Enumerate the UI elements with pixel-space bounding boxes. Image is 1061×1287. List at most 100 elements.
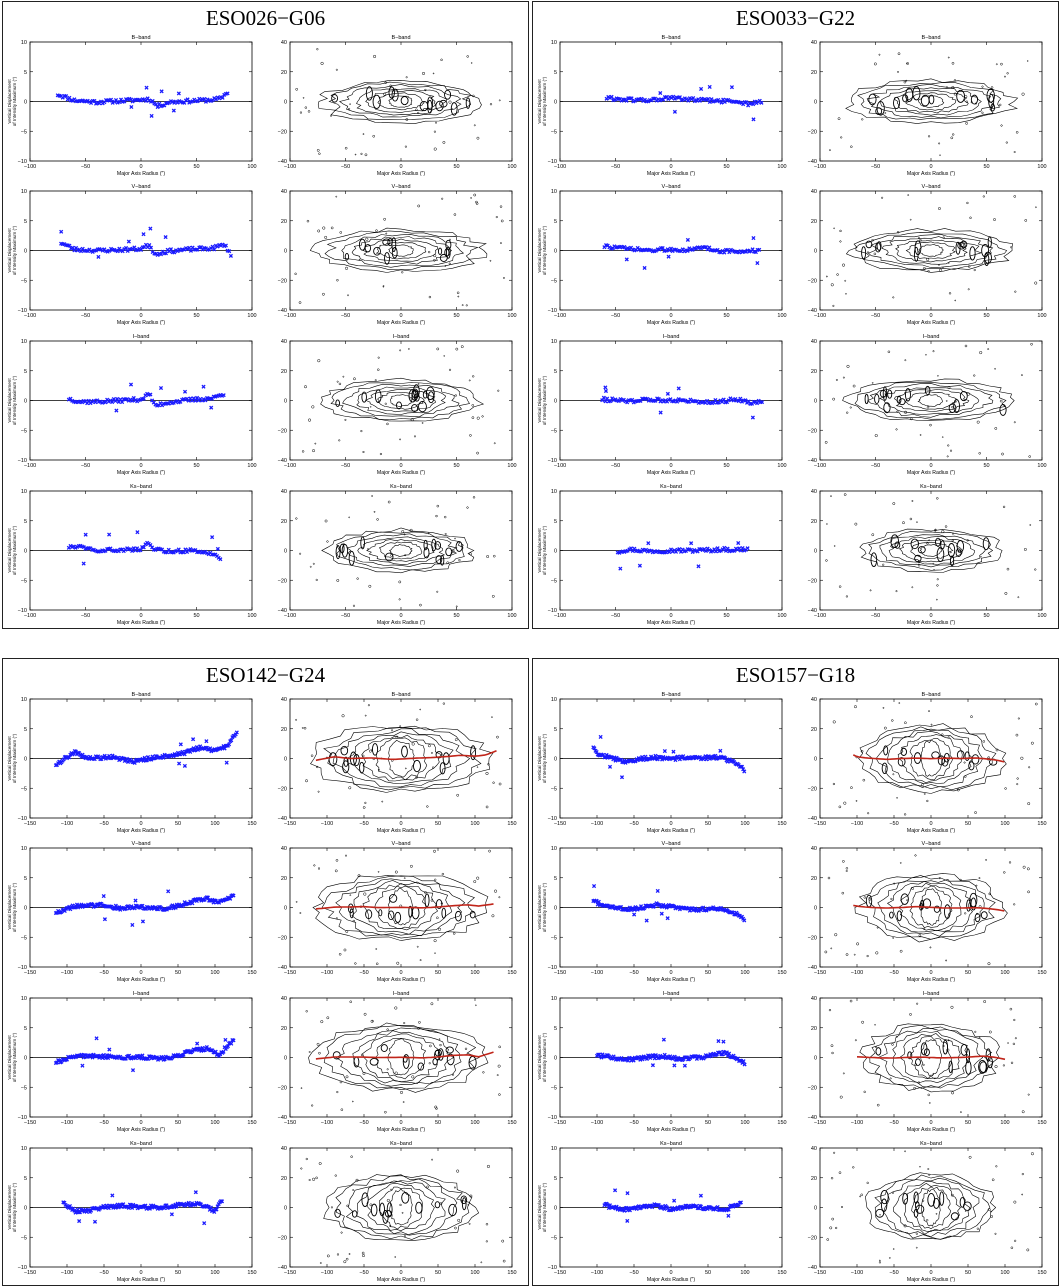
noise-contour bbox=[1010, 246, 1013, 249]
noise-contour bbox=[311, 405, 315, 409]
noise-contour bbox=[356, 577, 359, 580]
noise-contour bbox=[358, 258, 361, 261]
y-axis-label: Vertical Displacement bbox=[537, 528, 542, 573]
noise-contour bbox=[365, 237, 369, 241]
noise-contour bbox=[844, 279, 847, 282]
profile-point bbox=[147, 243, 152, 248]
noise-contour bbox=[891, 1191, 895, 1194]
noise-contour bbox=[944, 525, 948, 528]
noise-contour bbox=[970, 715, 973, 719]
y-tick-label: 40 bbox=[281, 697, 287, 703]
noise-contour bbox=[841, 891, 845, 895]
noise-contour bbox=[963, 761, 966, 764]
noise-contour bbox=[403, 1235, 406, 1238]
noise-contour bbox=[461, 304, 464, 307]
noise-contour bbox=[304, 106, 308, 109]
x-tick-label: 100 bbox=[247, 463, 256, 469]
knot-contour bbox=[896, 910, 902, 922]
knot-contour bbox=[413, 759, 421, 773]
profile-point bbox=[102, 917, 107, 922]
noise-contour bbox=[824, 440, 828, 444]
noise-contour bbox=[1014, 290, 1017, 293]
noise-contour bbox=[486, 1164, 490, 1168]
noise-contour bbox=[352, 919, 356, 923]
band-label: Ks−band bbox=[130, 484, 152, 490]
noise-contour bbox=[409, 864, 413, 868]
y-tick-label: 0 bbox=[814, 549, 817, 555]
noise-contour bbox=[947, 56, 950, 59]
y-tick-label: 0 bbox=[24, 757, 27, 763]
knot-contour bbox=[969, 246, 976, 261]
x-axis-label: Major Axis Radius (″) bbox=[117, 1127, 166, 1133]
y-tick-label: −20 bbox=[808, 1085, 817, 1091]
noise-contour bbox=[978, 452, 981, 455]
x-tick-label: 50 bbox=[705, 970, 711, 976]
knot-contour bbox=[378, 909, 383, 917]
profile-point bbox=[613, 1188, 618, 1193]
noise-contour bbox=[855, 800, 858, 802]
noise-contour bbox=[993, 218, 996, 221]
x-tick-label: −50 bbox=[99, 970, 108, 976]
profile-panel: Ks−band−150 −100 −50 0 50 100 150−10−50510Majo… bbox=[7, 1141, 257, 1283]
noise-contour bbox=[480, 1261, 483, 1264]
noise-contour bbox=[317, 359, 321, 363]
y-axis-label: of Intensity Maximum (″) bbox=[12, 1182, 17, 1232]
x-axis-label: Major Axis Radius (″) bbox=[377, 470, 426, 476]
noise-contour bbox=[377, 356, 380, 359]
noise-contour bbox=[918, 934, 922, 937]
noise-contour bbox=[928, 1173, 931, 1176]
profile-point bbox=[107, 1047, 112, 1052]
noise-contour bbox=[1027, 1093, 1030, 1096]
knot-contour bbox=[413, 384, 420, 399]
noise-contour bbox=[1030, 741, 1034, 745]
x-tick-label: −150 bbox=[554, 970, 566, 976]
noise-contour bbox=[350, 1155, 353, 1158]
x-tick-label: 50 bbox=[965, 821, 971, 827]
galaxy-title: ESO033−G22 bbox=[735, 6, 856, 30]
noise-contour bbox=[395, 735, 399, 739]
noise-contour bbox=[439, 1202, 443, 1205]
noise-contour bbox=[448, 238, 451, 241]
noise-contour bbox=[417, 1027, 420, 1030]
noise-contour bbox=[846, 411, 849, 414]
noise-contour bbox=[389, 84, 392, 88]
x-axis-label: Major Axis Radius (″) bbox=[647, 320, 696, 326]
y-tick-label: 10 bbox=[551, 489, 557, 495]
noise-contour bbox=[1034, 281, 1038, 285]
noise-contour bbox=[981, 85, 984, 88]
noise-contour bbox=[404, 145, 407, 148]
knot-contour bbox=[470, 745, 476, 761]
noise-contour bbox=[981, 111, 984, 114]
x-tick-label: 50 bbox=[723, 463, 729, 469]
noise-contour bbox=[488, 849, 491, 853]
knot-contour bbox=[982, 537, 990, 551]
noise-contour bbox=[334, 869, 338, 873]
y-tick-label: 10 bbox=[21, 697, 27, 703]
noise-contour bbox=[384, 81, 387, 84]
y-axis-label: of Intensity Maximum (″) bbox=[542, 882, 547, 932]
noise-contour bbox=[892, 502, 896, 505]
noise-contour bbox=[845, 867, 849, 870]
noise-contour bbox=[318, 152, 321, 155]
profile-point bbox=[135, 530, 140, 535]
noise-contour bbox=[340, 1231, 343, 1234]
noise-contour bbox=[927, 1168, 930, 1170]
band-label: B−band bbox=[131, 692, 150, 698]
noise-contour bbox=[909, 417, 913, 421]
noise-contour bbox=[945, 400, 948, 402]
knot-contour bbox=[442, 752, 450, 765]
noise-contour bbox=[861, 118, 864, 121]
profile-point bbox=[722, 250, 727, 255]
y-tick-label: 0 bbox=[814, 399, 817, 405]
y-tick-label: 0 bbox=[24, 1206, 27, 1212]
knot-contour bbox=[920, 94, 930, 107]
profile-point bbox=[757, 247, 762, 252]
noise-contour bbox=[442, 702, 445, 705]
y-axis-label: of Intensity Maximum (″) bbox=[542, 733, 547, 783]
y-tick-label: −10 bbox=[548, 159, 557, 165]
noise-contour bbox=[416, 945, 419, 948]
profile-point bbox=[114, 408, 119, 413]
profile-point bbox=[609, 94, 614, 99]
